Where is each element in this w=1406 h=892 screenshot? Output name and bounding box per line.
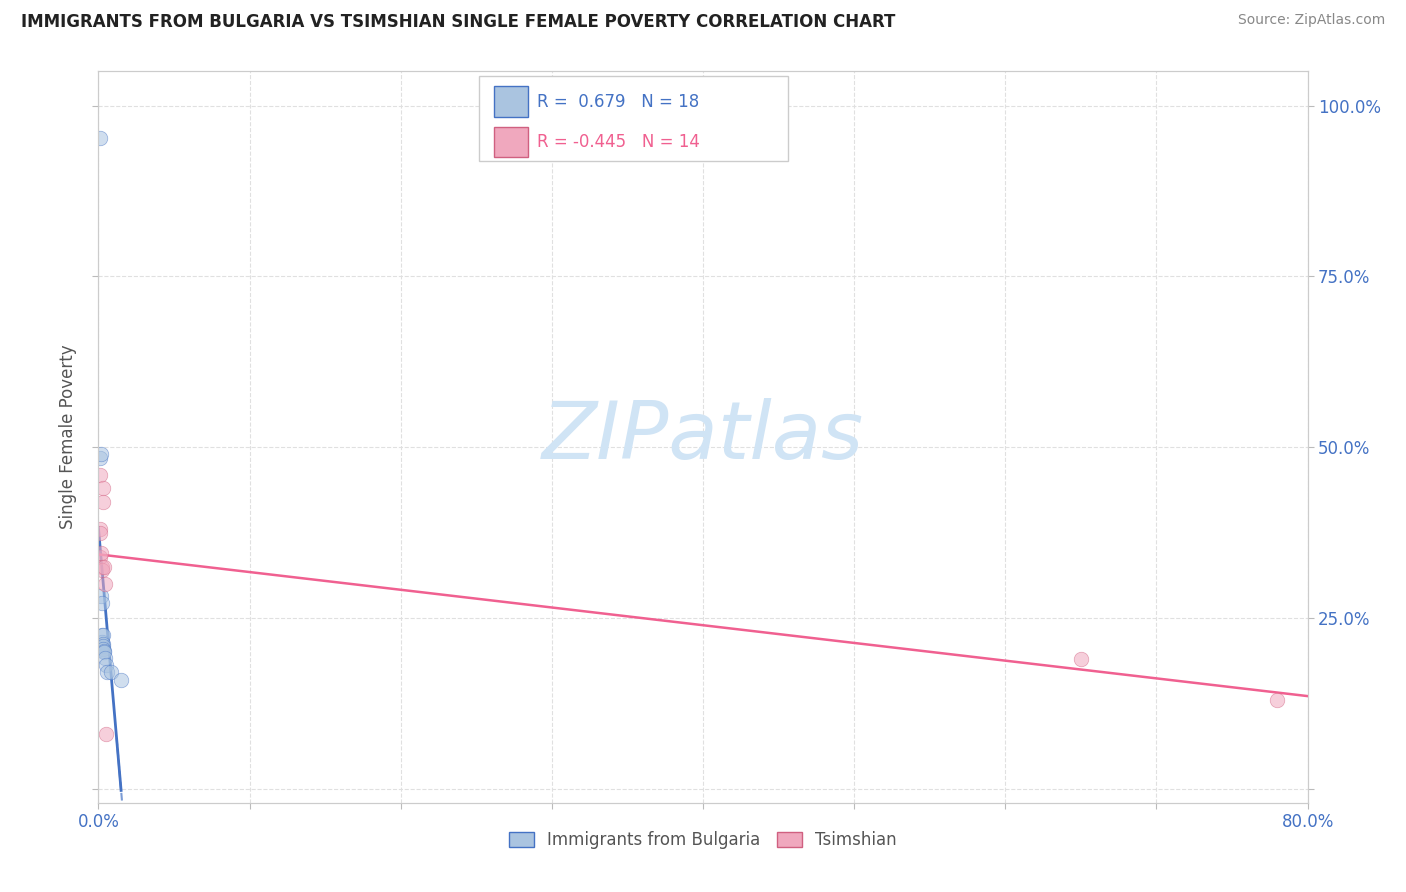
FancyBboxPatch shape bbox=[479, 77, 787, 161]
Point bbox=[89, 131, 111, 145]
FancyBboxPatch shape bbox=[494, 127, 527, 158]
Text: R = -0.445   N = 14: R = -0.445 N = 14 bbox=[537, 133, 700, 151]
Point bbox=[91, 628, 114, 642]
Point bbox=[90, 447, 112, 461]
Point bbox=[91, 637, 114, 651]
FancyBboxPatch shape bbox=[494, 87, 527, 117]
Point bbox=[90, 546, 112, 560]
Y-axis label: Single Female Poverty: Single Female Poverty bbox=[59, 345, 77, 529]
Point bbox=[89, 549, 111, 564]
Point bbox=[90, 560, 112, 574]
Point bbox=[93, 645, 115, 659]
Point bbox=[96, 727, 118, 741]
Point bbox=[100, 665, 122, 679]
Point bbox=[93, 642, 115, 657]
Point bbox=[91, 628, 114, 642]
Point bbox=[89, 525, 111, 540]
Point bbox=[96, 665, 118, 679]
Point bbox=[91, 481, 114, 495]
Text: R =  0.679   N = 18: R = 0.679 N = 18 bbox=[537, 93, 700, 111]
Point bbox=[91, 563, 114, 577]
Point bbox=[89, 522, 111, 536]
Point bbox=[93, 560, 115, 574]
Text: IMMIGRANTS FROM BULGARIA VS TSIMSHIAN SINGLE FEMALE POVERTY CORRELATION CHART: IMMIGRANTS FROM BULGARIA VS TSIMSHIAN SI… bbox=[21, 13, 896, 31]
Point bbox=[110, 673, 132, 687]
Point bbox=[89, 467, 111, 482]
Text: Source: ZipAtlas.com: Source: ZipAtlas.com bbox=[1237, 13, 1385, 28]
Point bbox=[91, 639, 114, 653]
Point bbox=[94, 651, 117, 665]
Point bbox=[91, 495, 114, 509]
Point bbox=[89, 450, 111, 465]
Point bbox=[90, 596, 112, 610]
Point bbox=[91, 635, 114, 649]
Text: ZIPatlas: ZIPatlas bbox=[541, 398, 865, 476]
Point bbox=[94, 577, 117, 591]
Point bbox=[90, 589, 112, 603]
Point bbox=[1070, 652, 1092, 666]
Point bbox=[1267, 693, 1289, 707]
Point bbox=[93, 644, 115, 658]
Legend: Immigrants from Bulgaria, Tsimshian: Immigrants from Bulgaria, Tsimshian bbox=[509, 831, 897, 849]
Point bbox=[96, 657, 118, 672]
